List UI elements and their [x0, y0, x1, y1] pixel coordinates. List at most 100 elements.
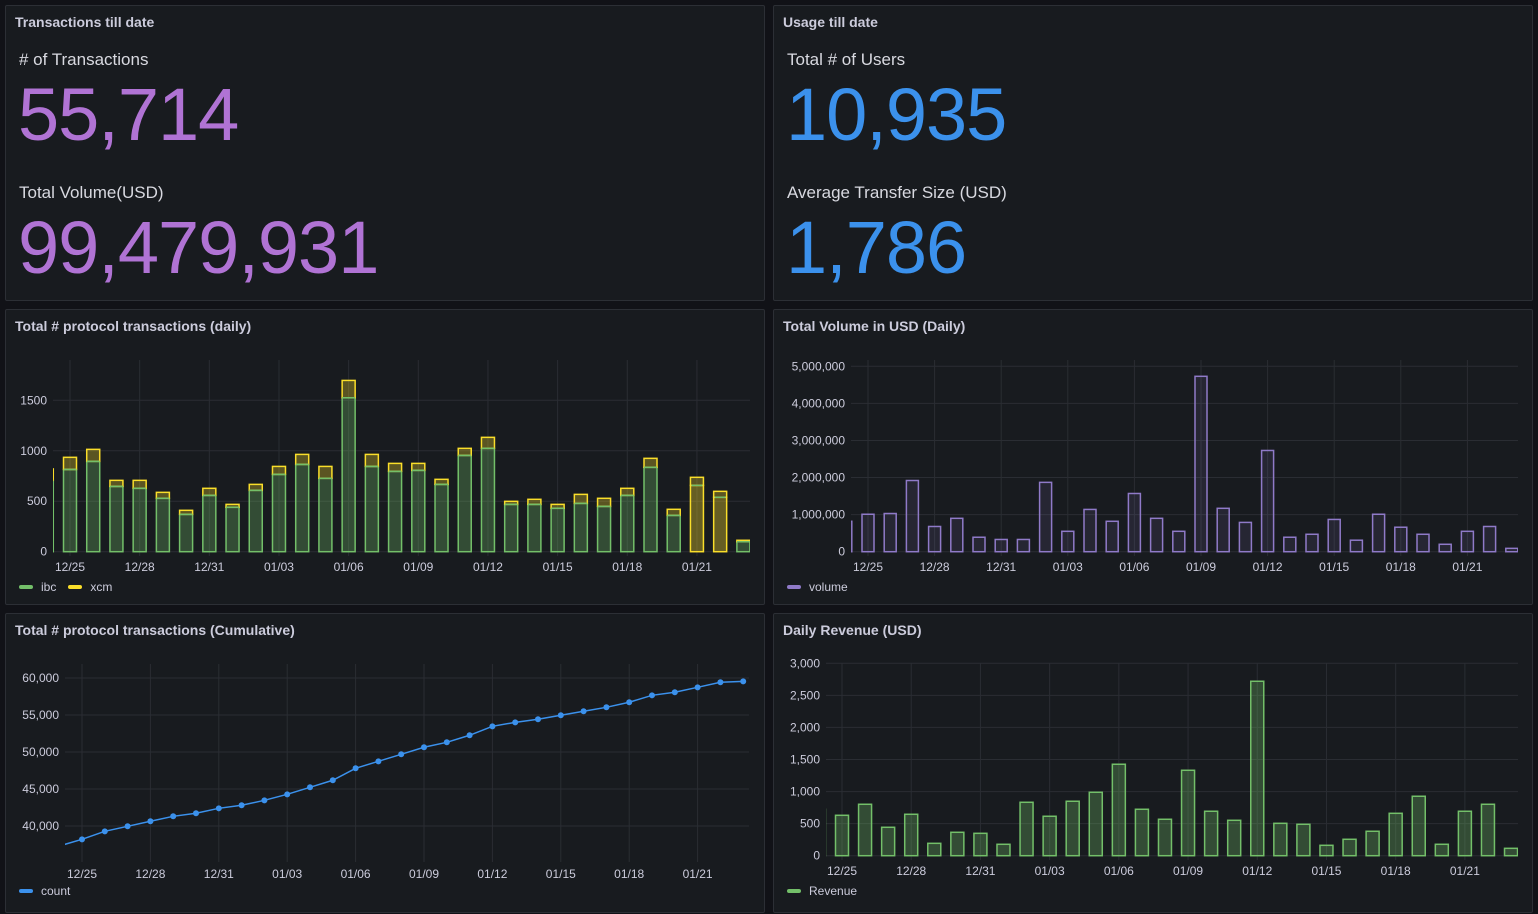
- bar-xcm[interactable]: [480, 436, 496, 450]
- bar-revenue[interactable]: [903, 813, 919, 857]
- data-point[interactable]: [740, 678, 747, 685]
- data-point[interactable]: [626, 699, 633, 706]
- bar-volume[interactable]: [1216, 507, 1230, 553]
- bar-revenue[interactable]: [996, 843, 1011, 857]
- bar-revenue[interactable]: [1434, 843, 1450, 857]
- bar-revenue[interactable]: [1157, 818, 1173, 857]
- bar-ibc[interactable]: [248, 489, 264, 553]
- data-point[interactable]: [238, 802, 245, 809]
- bar-volume[interactable]: [1016, 538, 1031, 553]
- bar-ibc[interactable]: [40, 479, 55, 553]
- bar-revenue[interactable]: [1111, 763, 1127, 857]
- bar-volume[interactable]: [1194, 375, 1208, 553]
- data-point[interactable]: [649, 692, 655, 699]
- bar-xcm[interactable]: [294, 453, 310, 466]
- bar-revenue[interactable]: [834, 814, 850, 857]
- bar-revenue[interactable]: [1203, 810, 1219, 857]
- bar-volume[interactable]: [1061, 530, 1075, 553]
- bar-volume[interactable]: [1394, 526, 1408, 553]
- bar-xcm[interactable]: [527, 498, 542, 506]
- bar-xcm[interactable]: [155, 491, 171, 500]
- bar-ibc[interactable]: [457, 454, 472, 553]
- bar-revenue[interactable]: [1411, 795, 1426, 857]
- bar-volume[interactable]: [883, 512, 897, 553]
- data-point[interactable]: [284, 791, 291, 798]
- bar-revenue[interactable]: [1226, 819, 1242, 857]
- data-point[interactable]: [466, 732, 473, 739]
- data-point[interactable]: [375, 758, 382, 765]
- bar-revenue[interactable]: [1296, 823, 1311, 857]
- bar-revenue[interactable]: [950, 831, 965, 857]
- bar-xcm[interactable]: [596, 497, 612, 508]
- bar-ibc[interactable]: [225, 506, 240, 553]
- bar-volume[interactable]: [1172, 530, 1186, 553]
- bar-xcm[interactable]: [434, 478, 449, 486]
- bar-volume[interactable]: [1305, 533, 1319, 553]
- data-point[interactable]: [193, 810, 199, 817]
- panel-title[interactable]: Transactions till date: [15, 14, 155, 30]
- bar-volume[interactable]: [972, 536, 986, 553]
- data-point[interactable]: [307, 784, 313, 791]
- bar-ibc[interactable]: [643, 466, 658, 553]
- bar-revenue[interactable]: [1457, 810, 1473, 857]
- legend-item-volume[interactable]: volume: [787, 580, 848, 594]
- bar-ibc[interactable]: [503, 503, 519, 553]
- bar-volume[interactable]: [1349, 539, 1364, 553]
- data-point[interactable]: [694, 684, 701, 691]
- bar-volume[interactable]: [1238, 521, 1253, 553]
- bar-ibc[interactable]: [318, 477, 333, 553]
- bar-xcm[interactable]: [62, 456, 78, 471]
- bar-ibc[interactable]: [689, 484, 705, 553]
- bar-ibc[interactable]: [178, 513, 194, 553]
- data-point[interactable]: [512, 719, 519, 726]
- bar-volume[interactable]: [1327, 518, 1341, 553]
- bar-ibc[interactable]: [132, 487, 147, 553]
- bar-ibc[interactable]: [434, 483, 449, 553]
- bar-xcm[interactable]: [40, 468, 55, 482]
- bar-ibc[interactable]: [527, 503, 542, 553]
- data-point[interactable]: [421, 744, 427, 751]
- bar-revenue[interactable]: [973, 832, 988, 857]
- data-point[interactable]: [215, 805, 222, 812]
- panel-title[interactable]: Total # protocol transactions (daily): [15, 318, 252, 334]
- bar-xcm[interactable]: [643, 457, 658, 469]
- bar-ibc[interactable]: [596, 505, 612, 553]
- bar-xcm[interactable]: [411, 462, 426, 472]
- bar-xcm[interactable]: [202, 487, 217, 497]
- bar-revenue[interactable]: [1250, 680, 1265, 857]
- bar-ibc[interactable]: [109, 485, 124, 553]
- bar-ibc[interactable]: [387, 470, 403, 553]
- bar-volume[interactable]: [1038, 481, 1053, 553]
- bar-xcm[interactable]: [620, 487, 635, 497]
- data-point[interactable]: [329, 777, 336, 784]
- legend-item-ibc[interactable]: ibc: [19, 580, 56, 594]
- bar-xcm[interactable]: [573, 493, 589, 505]
- data-point[interactable]: [101, 828, 108, 835]
- bar-revenue[interactable]: [1180, 769, 1196, 857]
- bar-xcm[interactable]: [248, 483, 264, 492]
- data-point[interactable]: [580, 708, 587, 715]
- legend-item-xcm[interactable]: xcm: [68, 580, 112, 594]
- bar-volume[interactable]: [840, 520, 853, 553]
- bar-xcm[interactable]: [666, 508, 681, 517]
- panel-title[interactable]: Usage till date: [783, 14, 878, 30]
- panel-title[interactable]: Daily Revenue (USD): [783, 622, 922, 638]
- bar-xcm[interactable]: [271, 465, 287, 476]
- bar-revenue[interactable]: [1319, 844, 1334, 857]
- bar-revenue[interactable]: [1019, 801, 1034, 857]
- bar-revenue[interactable]: [1088, 791, 1104, 857]
- bar-volume[interactable]: [1505, 547, 1518, 553]
- bar-xcm[interactable]: [712, 490, 728, 499]
- data-point[interactable]: [352, 765, 359, 772]
- bar-revenue[interactable]: [1065, 800, 1080, 857]
- bar-ibc[interactable]: [666, 514, 681, 553]
- data-point[interactable]: [557, 712, 564, 719]
- bar-ibc[interactable]: [364, 465, 380, 553]
- data-point[interactable]: [489, 723, 496, 730]
- bar-volume[interactable]: [1083, 508, 1097, 553]
- bar-xcm[interactable]: [132, 479, 147, 490]
- bar-volume[interactable]: [1149, 517, 1164, 553]
- bar-ibc[interactable]: [550, 507, 565, 553]
- bar-volume[interactable]: [1105, 520, 1119, 553]
- bar-revenue[interactable]: [880, 826, 896, 857]
